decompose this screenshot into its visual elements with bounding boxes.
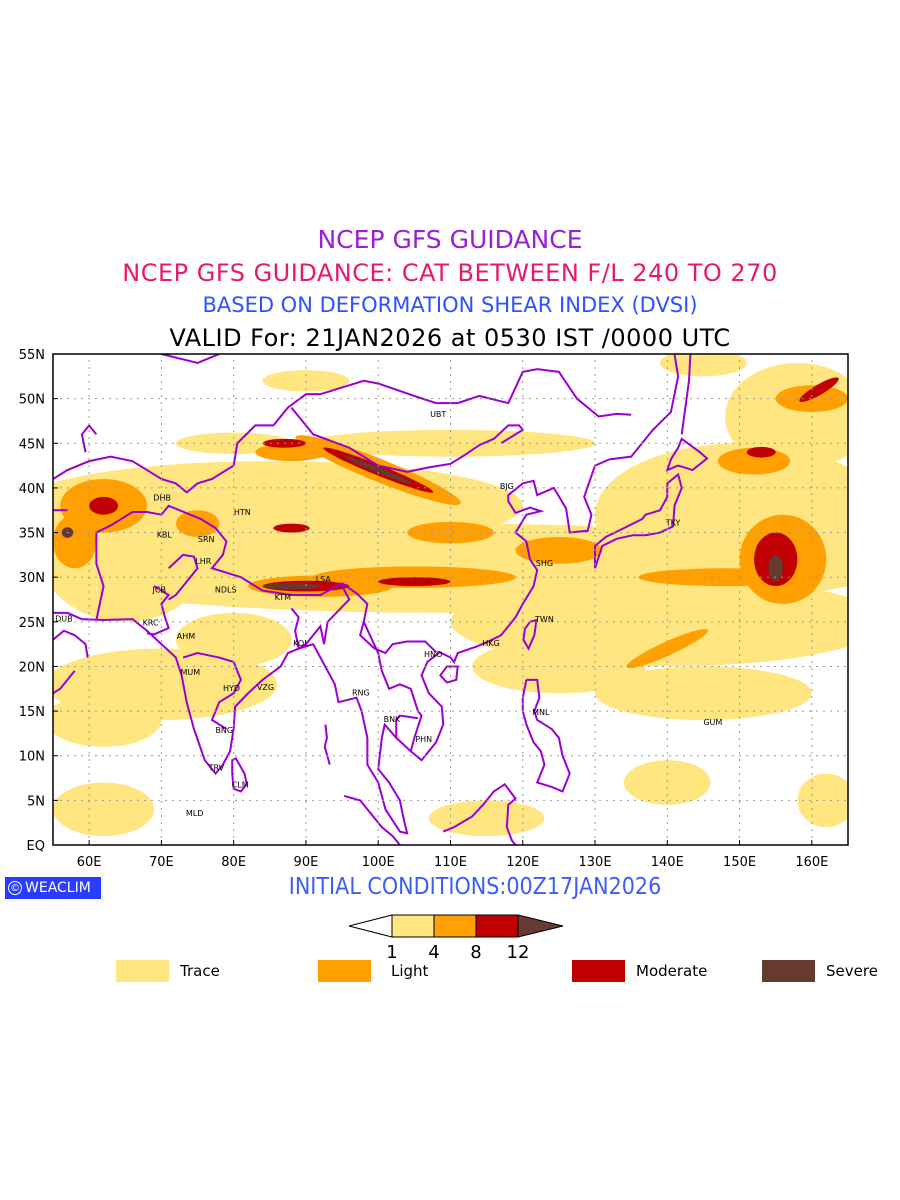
city-label-lsa: LSA — [316, 575, 332, 584]
legend-label-moderate: Moderate — [636, 962, 708, 980]
brand-name: WEACLIM — [25, 880, 91, 896]
city-labels: DHB KBL SRN LHR HTN JCB NDLS KTM LSA DUB KRC AHM KOL… — [55, 410, 722, 818]
coastlines-borders — [53, 354, 707, 845]
city-label-kol: KOL — [293, 639, 309, 648]
city-label-gum: GUM — [703, 718, 722, 727]
colorbar: 1 4 8 12 — [348, 914, 564, 963]
city-label-hyd: HYD — [223, 684, 240, 693]
city-label-hkg: HKG — [482, 639, 499, 648]
lat-label: 55N — [19, 348, 45, 363]
title-line-2: NCEP GFS GUIDANCE: CAT BETWEEN F/L 240 T… — [122, 259, 778, 287]
legend-swatch-light — [318, 960, 371, 982]
city-label-krc: KRC — [143, 619, 159, 628]
lon-label: 160E — [795, 855, 828, 870]
legend-label-light: Light — [391, 962, 429, 980]
colorbar-light — [433, 914, 477, 938]
colorbar-moderate — [475, 914, 519, 938]
lon-label: 60E — [77, 855, 102, 870]
city-label-ktm: KTM — [275, 593, 292, 602]
lat-label: 25N — [19, 616, 45, 631]
map-area: DHB KBL SRN LHR HTN JCB NDLS KTM LSA DUB KRC AHM KOL… — [53, 354, 848, 845]
title-line-1: NCEP GFS GUIDANCE — [317, 225, 583, 254]
colorbar-trace — [391, 914, 435, 938]
colorbar-under-arrow — [348, 914, 393, 938]
colorbar-level: 4 — [428, 942, 439, 963]
city-label-lhr: LHR — [195, 557, 211, 566]
lon-label: 130E — [579, 855, 612, 870]
legend-swatch-moderate — [572, 960, 625, 982]
lon-label: 70E — [149, 855, 174, 870]
city-label-rng: RNG — [352, 688, 370, 697]
initial-conditions: INITIAL CONDITIONS:00Z17JAN2026 — [288, 874, 662, 900]
weaclim-logo: © WEACLIM — [5, 877, 101, 899]
city-label-htn: HTN — [234, 508, 251, 517]
legend-swatch-trace — [116, 960, 169, 982]
colorbar-level: 12 — [507, 942, 530, 963]
city-label-twn: TWN — [534, 615, 554, 624]
city-label-phn: PHN — [415, 735, 432, 744]
valid-time: VALID For: 21JAN2026 at 0530 IST /0000 U… — [169, 324, 731, 352]
city-label-ndls: NDLS — [215, 586, 237, 595]
city-label-tky: TKY — [665, 519, 681, 528]
lon-label: 100E — [362, 855, 395, 870]
city-label-hno: HNO — [424, 650, 442, 659]
latitude-axis: EQ 5N 10N 15N 20N 25N 30N 35N 40N 45N 50N 55N — [19, 348, 58, 854]
lon-label: 150E — [723, 855, 756, 870]
severe-regions — [61, 456, 783, 590]
city-label-mum: MUM — [180, 668, 200, 677]
city-label-dhb: DHB — [153, 494, 171, 503]
legend-swatch-severe — [762, 960, 815, 982]
city-label-bng: BNG — [215, 726, 233, 735]
lat-label: 35N — [19, 527, 45, 542]
city-label-bnk: BNK — [384, 715, 401, 724]
colorbar-level: 1 — [386, 942, 397, 963]
city-label-clm: CLM — [232, 780, 249, 789]
lat-label: 10N — [19, 750, 45, 765]
city-label-mld: MLD — [186, 809, 204, 818]
lon-label: 110E — [434, 855, 467, 870]
city-label-ubt: UBT — [430, 410, 446, 419]
city-label-shg: SHG — [536, 559, 553, 568]
lon-label: 120E — [506, 855, 539, 870]
city-label-mnl: MNL — [532, 708, 550, 717]
legend-label-trace: Trace — [180, 962, 220, 980]
lat-label: 40N — [19, 482, 45, 497]
lon-label: 90E — [294, 855, 319, 870]
city-label-trv: TRV — [208, 763, 225, 772]
legend-label-severe: Severe — [826, 962, 878, 980]
colorbar-level: 8 — [470, 942, 481, 963]
lat-label: EQ — [27, 839, 45, 854]
lat-label: 30N — [19, 571, 45, 586]
city-label-ahm: AHM — [177, 632, 195, 641]
city-label-jcb: JCB — [152, 586, 166, 595]
lat-label: 5N — [27, 794, 45, 809]
lat-label: 50N — [19, 393, 45, 408]
copyright-icon: © — [8, 881, 22, 895]
lat-label: 20N — [19, 660, 45, 675]
lon-label: 140E — [651, 855, 684, 870]
longitude-axis: 60E 70E 80E 90E 100E 110E 120E 130E 140E 150E 160E — [77, 840, 828, 870]
city-label-srn: SRN — [198, 535, 215, 544]
colorbar-severe-arrow — [517, 914, 564, 938]
city-label-bjg: BJG — [500, 482, 514, 491]
city-label-dub: DUB — [55, 614, 73, 623]
lat-label: 45N — [19, 437, 45, 452]
lon-label: 80E — [221, 855, 246, 870]
city-label-kbl: KBL — [157, 530, 173, 539]
city-label-vzg: VZG — [257, 683, 274, 692]
lat-lon-grid — [53, 354, 848, 845]
lat-label: 15N — [19, 705, 45, 720]
title-line-3: BASED ON DEFORMATION SHEAR INDEX (DVSI) — [202, 293, 698, 317]
